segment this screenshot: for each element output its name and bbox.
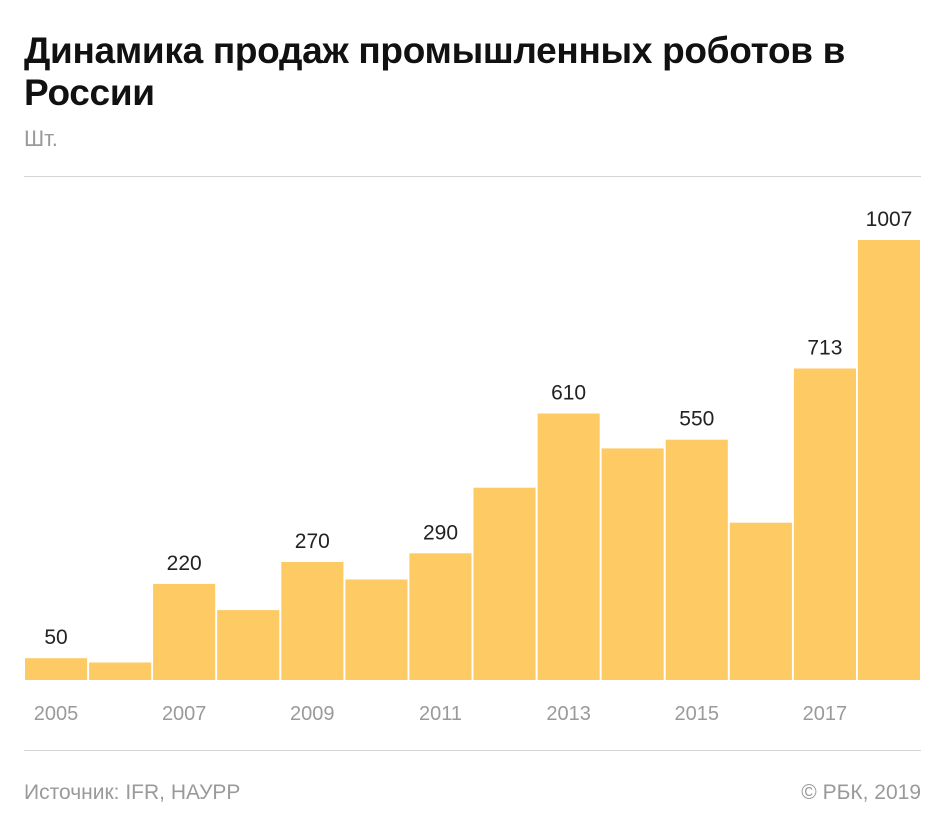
- value-label-2013: 610: [551, 382, 586, 405]
- bar-2009: [281, 562, 344, 680]
- value-label-2011: 290: [423, 521, 458, 544]
- source-label: Источник: IFR, НАУРР: [24, 781, 241, 804]
- bar-2012: [473, 487, 536, 680]
- bar-2010: [345, 579, 408, 680]
- unit-label: Шт.: [24, 126, 58, 151]
- bar-2015: [665, 439, 728, 680]
- value-label-2007: 220: [167, 552, 202, 575]
- copyright-label: © РБК, 2019: [801, 781, 921, 804]
- bar-2016: [729, 522, 792, 680]
- bar-2005: [25, 658, 88, 680]
- x-tick-2017: 2017: [803, 703, 848, 725]
- bar-2014: [601, 448, 664, 680]
- x-tick-2005: 2005: [34, 703, 79, 725]
- value-label-2009: 270: [295, 530, 330, 553]
- x-tick-2009: 2009: [290, 703, 335, 725]
- bar-2007: [153, 583, 216, 680]
- chart-title: Динамика продаж промышленных роботов в Р…: [24, 30, 846, 113]
- value-label-2018: 1007: [866, 208, 913, 231]
- x-tick-2013: 2013: [546, 703, 591, 725]
- value-label-2017: 713: [807, 337, 842, 360]
- bar-2011: [409, 553, 472, 680]
- bottom-divider: [24, 750, 921, 751]
- value-label-2015: 550: [679, 408, 714, 431]
- x-tick-2007: 2007: [162, 703, 207, 725]
- bar-2013: [537, 413, 600, 680]
- x-tick-2011: 2011: [419, 703, 462, 725]
- top-divider: [24, 176, 921, 177]
- x-tick-2015: 2015: [675, 703, 720, 725]
- bar-2017: [793, 368, 856, 680]
- bar-2006: [89, 662, 152, 680]
- bar-2008: [217, 610, 280, 680]
- bar-2018: [857, 240, 920, 680]
- value-label-2005: 50: [44, 626, 67, 649]
